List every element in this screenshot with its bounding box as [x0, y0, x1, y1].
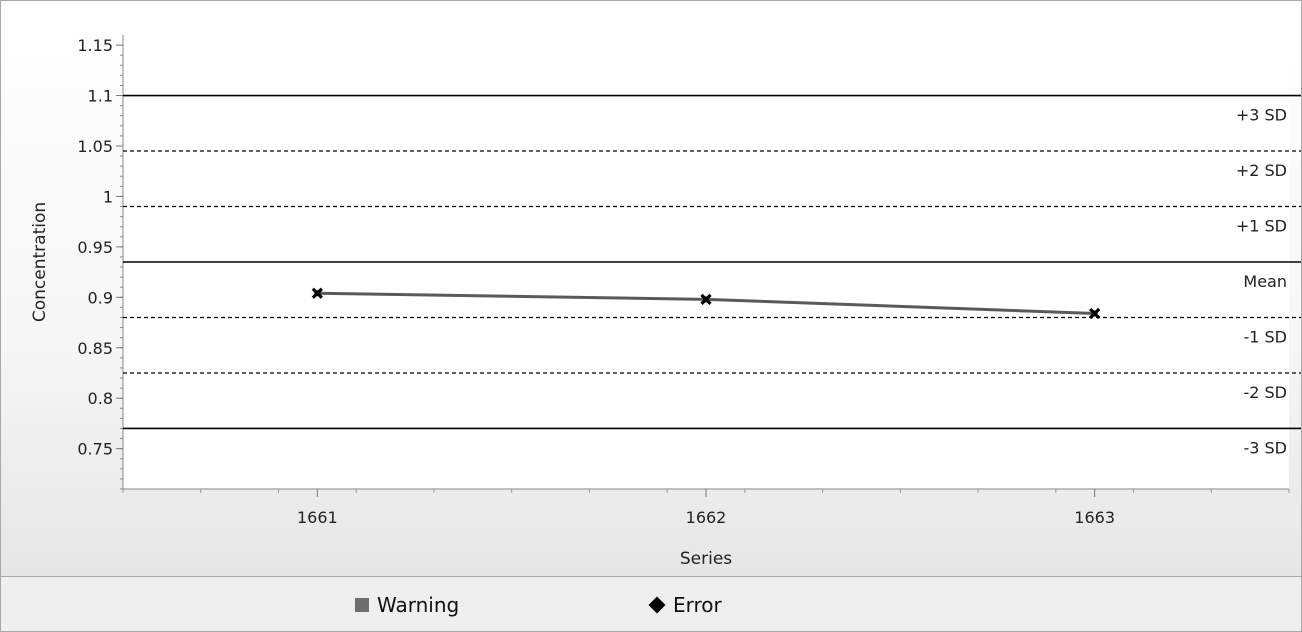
data-point-center [314, 290, 321, 297]
legend-item-error: Error [648, 593, 722, 617]
y-tick-label: 0.75 [77, 440, 113, 459]
reference-line-label: +1 SD [1236, 217, 1287, 236]
data-point-center [1091, 310, 1098, 317]
legend-label-error: Error [673, 593, 722, 617]
y-tick-label: 0.95 [77, 238, 113, 257]
y-tick-label: 0.9 [88, 288, 113, 307]
x-tick-label: 1661 [297, 508, 338, 527]
reference-line-label: +2 SD [1236, 161, 1287, 180]
reference-line-label: Mean [1243, 272, 1287, 291]
x-tick-label: 1662 [686, 508, 727, 527]
y-tick-label: 1.15 [77, 36, 113, 55]
y-tick-label: 0.85 [77, 339, 113, 358]
y-tick-label: 1.1 [88, 87, 113, 106]
error-diamond-icon [648, 596, 666, 614]
reference-line-label: -3 SD [1243, 438, 1287, 457]
y-tick-label: 0.8 [88, 389, 113, 408]
x-axis-title: Series [680, 549, 732, 569]
chart-area: 1.15 1.1 1.05 1 0.95 0.9 0.85 0.8 0.75 1661 1662 16… [0, 0, 1302, 577]
reference-line-label: -1 SD [1243, 327, 1287, 346]
x-tick-label: 1663 [1074, 508, 1115, 527]
legend-label-warning: Warning [377, 593, 460, 617]
warning-square-icon [355, 598, 369, 612]
y-tick-label: 1.05 [77, 137, 113, 156]
reference-line-label: +3 SD [1236, 106, 1287, 125]
y-tick-label: 1 [103, 187, 113, 206]
reference-line-label: -2 SD [1243, 383, 1287, 402]
chart-legend: Warning Error [0, 577, 1302, 632]
data-point-center [703, 296, 709, 303]
concentration-chart: 1.15 1.1 1.05 1 0.95 0.9 0.85 0.8 0.75 1661 1662 16… [30, 35, 1301, 569]
legend-item-warning: Warning [355, 593, 459, 617]
y-axis-title: Concentration [30, 202, 50, 322]
